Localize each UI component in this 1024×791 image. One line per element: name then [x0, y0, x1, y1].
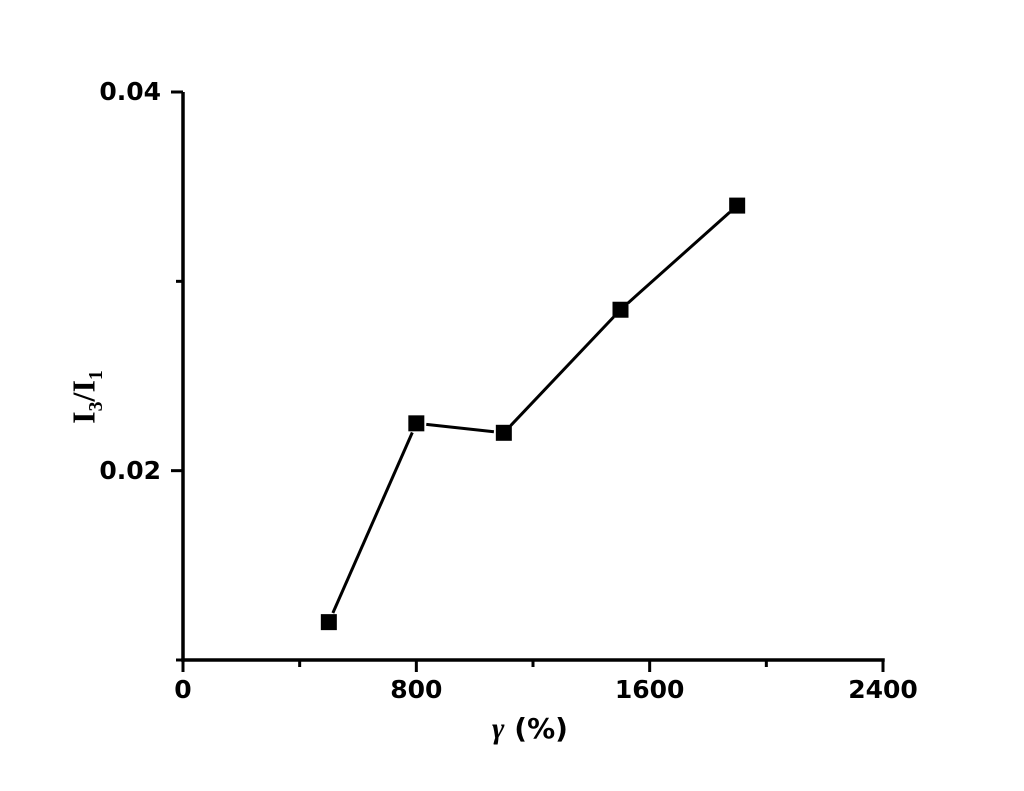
- data-line-segment: [626, 211, 731, 305]
- y-tick-label: 0.02: [99, 455, 161, 485]
- x-tick-label: 800: [390, 675, 443, 704]
- data-point-marker: [408, 415, 425, 432]
- y-tick-label: 0.04: [99, 77, 161, 106]
- data-point-marker: [320, 614, 337, 631]
- y-title-sub2: 1: [84, 370, 107, 381]
- data-line-segment: [426, 422, 495, 434]
- y-title-base1: I: [65, 411, 102, 424]
- x-tick-label: 1600: [614, 675, 685, 704]
- data-point-marker: [729, 197, 746, 214]
- data-line-segment: [331, 431, 414, 614]
- x-axis-title: γ (%): [430, 712, 630, 746]
- x-tick-label: 0: [174, 675, 192, 704]
- data-point-marker: [495, 424, 512, 441]
- data-line-segment: [509, 315, 615, 427]
- y-axis-title: I3/I1: [65, 370, 107, 424]
- y-title-slash: /: [65, 392, 102, 402]
- x-axis-unit: (%): [504, 712, 568, 745]
- y-title-sub1: 3: [84, 401, 107, 412]
- data-point-marker: [612, 301, 629, 318]
- x-tick-label: 2400: [848, 675, 918, 704]
- gamma-symbol: γ: [492, 712, 505, 745]
- y-title-base2: I: [65, 380, 102, 393]
